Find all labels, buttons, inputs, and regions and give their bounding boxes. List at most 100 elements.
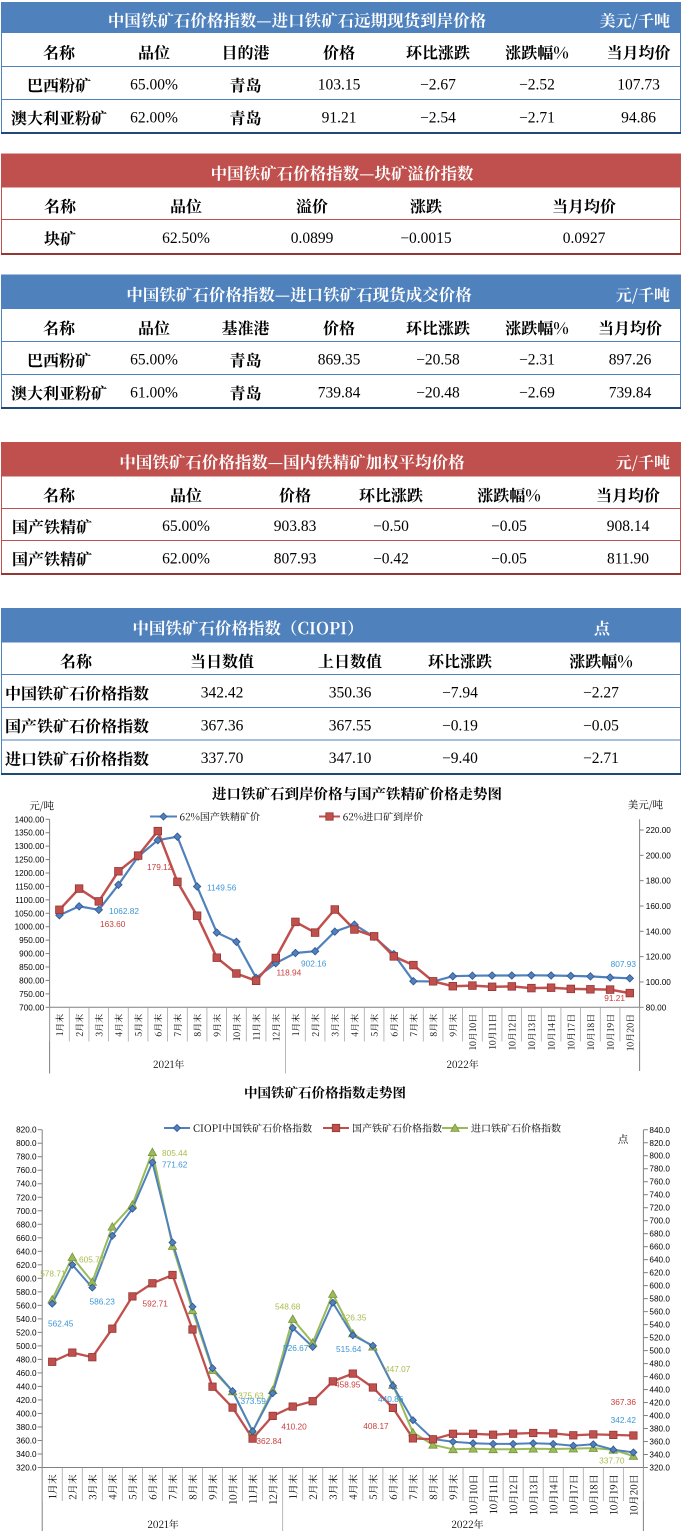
svg-text:360.0: 360.0 (649, 1438, 670, 1447)
svg-text:780.0: 780.0 (649, 1165, 670, 1174)
svg-text:100.00: 100.00 (646, 978, 671, 987)
svg-text:179.12: 179.12 (147, 862, 173, 872)
svg-text:1350.00: 1350.00 (15, 829, 45, 838)
svg-text:1062.82: 1062.82 (109, 906, 139, 916)
svg-text:520.0: 520.0 (649, 1334, 670, 1343)
svg-text:367.36: 367.36 (611, 1397, 637, 1407)
svg-text:680.0: 680.0 (16, 1220, 37, 1229)
svg-text:−9.40: −9.40 (442, 750, 478, 767)
svg-text:562.45: 562.45 (48, 1318, 74, 1328)
svg-text:−2.67: −2.67 (420, 77, 456, 94)
svg-text:200.00: 200.00 (646, 851, 671, 860)
svg-text:440.86: 440.86 (378, 1394, 404, 1404)
svg-text:600.0: 600.0 (649, 1282, 670, 1291)
svg-text:440.0: 440.0 (649, 1386, 670, 1395)
svg-text:480.0: 480.0 (16, 1355, 37, 1364)
svg-text:373.59: 373.59 (241, 1396, 267, 1406)
svg-text:320.0: 320.0 (649, 1464, 670, 1473)
svg-text:902.16: 902.16 (301, 959, 327, 969)
svg-text:850.00: 850.00 (19, 963, 44, 972)
svg-text:620.0: 620.0 (16, 1261, 37, 1270)
svg-text:800.0: 800.0 (649, 1152, 670, 1161)
svg-text:640.0: 640.0 (649, 1256, 670, 1265)
svg-text:−0.0015: −0.0015 (400, 230, 452, 247)
svg-text:526.35: 526.35 (341, 1313, 367, 1323)
svg-text:65.00%: 65.00% (130, 77, 178, 94)
svg-text:480.0: 480.0 (649, 1360, 670, 1369)
svg-text:800.00: 800.00 (19, 976, 44, 985)
svg-text:1000.00: 1000.00 (15, 923, 45, 932)
svg-text:−0.05: −0.05 (491, 518, 527, 535)
svg-text:1050.00: 1050.00 (15, 909, 45, 918)
svg-text:−2.71: −2.71 (519, 110, 555, 127)
svg-text:−7.94: −7.94 (442, 685, 478, 702)
svg-text:869.35: 869.35 (318, 352, 361, 369)
svg-text:540.0: 540.0 (16, 1315, 37, 1324)
svg-text:340.0: 340.0 (649, 1451, 670, 1460)
svg-text:−0.05: −0.05 (583, 718, 619, 735)
svg-text:−2.27: −2.27 (583, 685, 619, 702)
svg-text:460.0: 460.0 (649, 1373, 670, 1382)
svg-text:580.0: 580.0 (16, 1288, 37, 1297)
svg-text:1400.00: 1400.00 (15, 815, 45, 824)
svg-text:740.0: 740.0 (16, 1180, 37, 1189)
svg-text:−2.54: −2.54 (420, 110, 456, 127)
svg-text:660.0: 660.0 (649, 1243, 670, 1252)
svg-text:160.00: 160.00 (646, 902, 671, 911)
svg-text:120.00: 120.00 (646, 953, 671, 962)
svg-text:903.83: 903.83 (274, 518, 317, 535)
svg-text:586.23: 586.23 (90, 1297, 116, 1307)
svg-text:0.0899: 0.0899 (291, 230, 334, 247)
svg-text:118.94: 118.94 (277, 968, 302, 978)
svg-text:739.84: 739.84 (609, 384, 652, 401)
svg-text:400.0: 400.0 (649, 1412, 670, 1421)
svg-text:760.0: 760.0 (16, 1166, 37, 1175)
svg-text:600.0: 600.0 (16, 1274, 37, 1283)
svg-text:80.00: 80.00 (646, 1003, 667, 1012)
svg-text:760.0: 760.0 (649, 1178, 670, 1187)
svg-text:350.36: 350.36 (329, 685, 372, 702)
svg-text:62.50%: 62.50% (162, 230, 210, 247)
svg-text:720.0: 720.0 (649, 1204, 670, 1213)
svg-text:720.0: 720.0 (16, 1193, 37, 1202)
svg-text:340.0: 340.0 (16, 1450, 37, 1459)
svg-text:950.00: 950.00 (19, 936, 44, 945)
svg-text:897.26: 897.26 (609, 352, 652, 369)
svg-text:1250.00: 1250.00 (15, 856, 45, 865)
svg-text:380.0: 380.0 (649, 1425, 670, 1434)
svg-text:0.0927: 0.0927 (563, 230, 606, 247)
svg-text:700.00: 700.00 (19, 1003, 44, 1012)
svg-text:−2.69: −2.69 (519, 384, 555, 401)
svg-text:807.93: 807.93 (611, 959, 637, 969)
svg-text:578.71: 578.71 (40, 1269, 66, 1279)
svg-text:91.21: 91.21 (322, 110, 357, 127)
svg-text:360.0: 360.0 (16, 1437, 37, 1446)
svg-text:540.0: 540.0 (649, 1321, 670, 1330)
svg-text:640.0: 640.0 (16, 1247, 37, 1256)
svg-text:367.55: 367.55 (329, 718, 372, 735)
svg-text:−0.42: −0.42 (373, 551, 409, 568)
svg-text:62.00%: 62.00% (162, 551, 210, 568)
svg-text:420.0: 420.0 (649, 1399, 670, 1408)
svg-text:337.70: 337.70 (599, 1456, 625, 1466)
svg-text:1300.00: 1300.00 (15, 842, 45, 851)
svg-text:560.0: 560.0 (649, 1308, 670, 1317)
svg-text:94.86: 94.86 (621, 110, 656, 127)
svg-text:163.60: 163.60 (100, 919, 126, 929)
svg-text:740.0: 740.0 (649, 1191, 670, 1200)
svg-text:342.42: 342.42 (611, 1415, 637, 1425)
svg-text:400.0: 400.0 (16, 1410, 37, 1419)
svg-text:500.0: 500.0 (649, 1347, 670, 1356)
svg-text:62.00%: 62.00% (130, 110, 178, 127)
svg-text:103.15: 103.15 (318, 77, 361, 94)
svg-text:420.0: 420.0 (16, 1396, 37, 1405)
svg-text:900.00: 900.00 (19, 950, 44, 959)
svg-text:180.00: 180.00 (646, 877, 671, 886)
svg-text:65.00%: 65.00% (130, 352, 178, 369)
svg-text:771.62: 771.62 (162, 1160, 188, 1170)
svg-text:367.36: 367.36 (201, 718, 244, 735)
svg-text:337.70: 337.70 (201, 750, 244, 767)
svg-text:1200.00: 1200.00 (15, 869, 45, 878)
svg-text:680.0: 680.0 (649, 1230, 670, 1239)
svg-text:780.0: 780.0 (16, 1153, 37, 1162)
